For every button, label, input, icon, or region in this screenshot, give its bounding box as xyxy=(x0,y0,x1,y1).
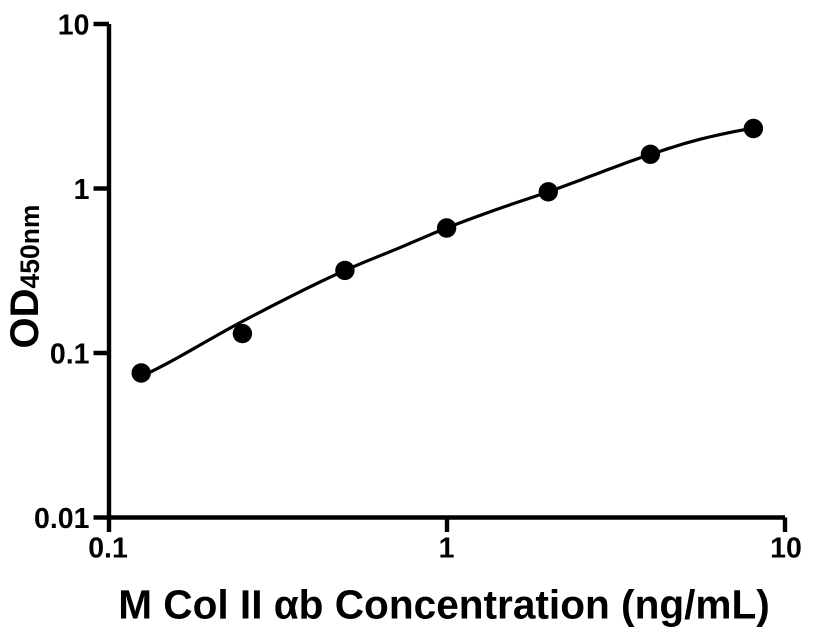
svg-text:10: 10 xyxy=(770,533,802,565)
svg-text:M Col II αb Concentration (ng/: M Col II αb Concentration (ng/mL) xyxy=(118,582,770,628)
svg-text:1: 1 xyxy=(439,533,455,565)
svg-text:0.1: 0.1 xyxy=(50,339,90,371)
svg-text:0.1: 0.1 xyxy=(88,533,128,565)
svg-text:0.01: 0.01 xyxy=(34,503,90,535)
svg-text:1: 1 xyxy=(74,174,90,206)
svg-text:10: 10 xyxy=(58,10,90,42)
